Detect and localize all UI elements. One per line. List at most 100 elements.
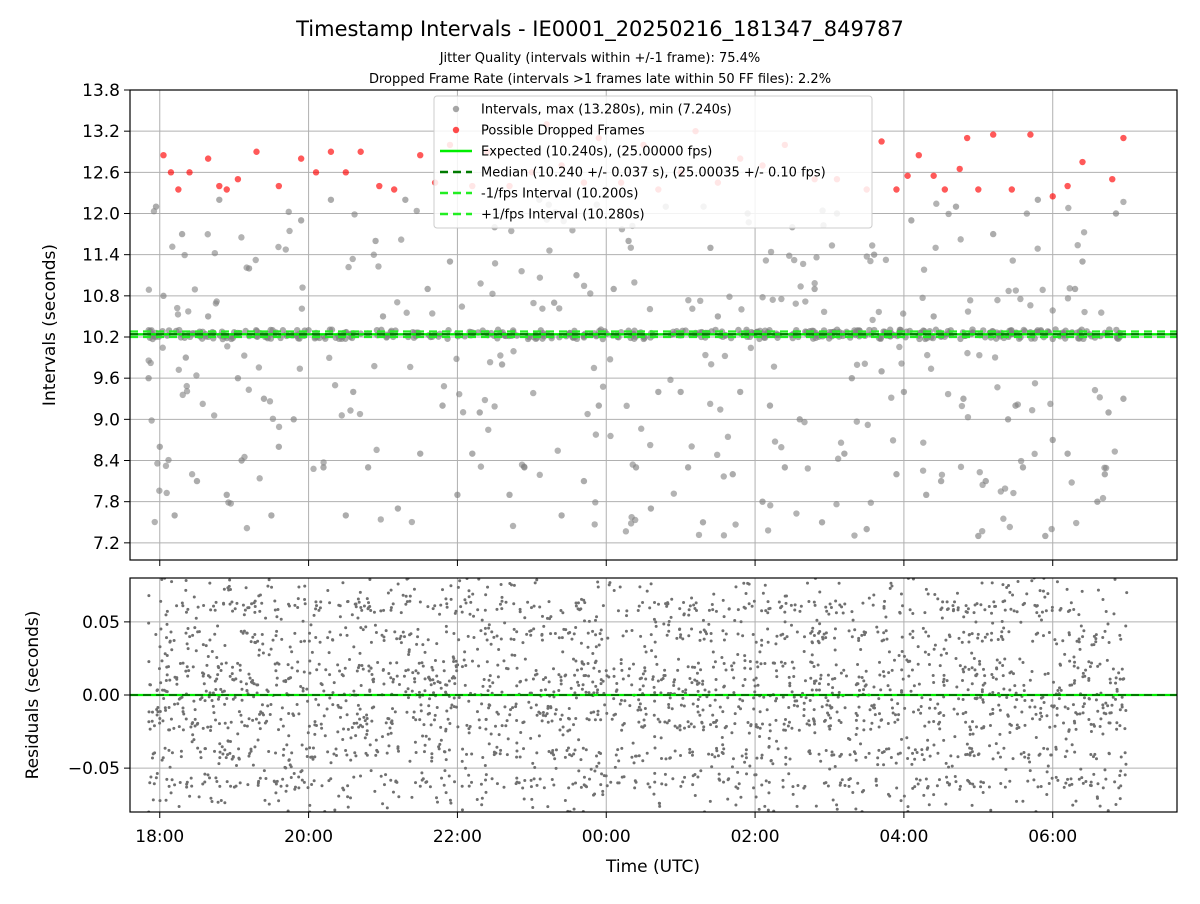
residual-point (994, 604, 998, 608)
interval-point (1006, 523, 1014, 531)
residual-point (193, 724, 197, 728)
interval-point (766, 402, 774, 409)
residual-point (910, 762, 914, 766)
residual-point (160, 659, 164, 663)
interval-point (867, 499, 875, 506)
residual-point (739, 795, 743, 799)
interval-point (509, 522, 517, 530)
residual-point (169, 791, 173, 795)
residual-point (938, 664, 942, 668)
residual-point (253, 605, 257, 609)
residual-point (535, 751, 539, 755)
residual-point (428, 697, 432, 701)
interval-point (349, 255, 356, 263)
residual-point (942, 673, 946, 677)
residual-point (973, 603, 977, 607)
residual-point (212, 711, 216, 715)
residual-point (155, 772, 159, 776)
interval-point (546, 247, 553, 254)
residual-point (678, 724, 682, 728)
residual-point (267, 749, 271, 753)
residual-point (412, 587, 416, 591)
residual-point (811, 626, 815, 630)
residual-point (181, 710, 185, 714)
residual-point (758, 710, 762, 714)
residual-point (498, 602, 502, 606)
residual-point (824, 605, 828, 609)
residual-point (696, 704, 700, 708)
residual-point (554, 748, 558, 752)
residual-point (348, 796, 352, 800)
residual-point (549, 632, 553, 636)
residual-point (643, 724, 647, 728)
residual-point (559, 679, 563, 683)
residual-point (1106, 809, 1110, 812)
x-axis-label: Time (UTC) (605, 857, 700, 877)
residual-point (754, 723, 758, 727)
residual-point (233, 695, 237, 699)
residual-point (774, 642, 778, 646)
residual-point (161, 756, 165, 760)
residual-point (673, 678, 677, 682)
residual-point (1020, 710, 1024, 714)
residual-point (721, 598, 725, 602)
residual-point (169, 717, 173, 721)
residual-point (1118, 774, 1122, 778)
residual-point (185, 785, 189, 789)
residual-point (443, 769, 447, 773)
residual-point (700, 720, 704, 724)
residual-point (654, 620, 658, 624)
residual-point (314, 724, 318, 728)
interval-point (342, 512, 349, 519)
residual-point (698, 630, 702, 634)
residual-point (213, 749, 217, 753)
residual-point (404, 690, 408, 694)
residual-point (155, 713, 159, 717)
residual-point (547, 680, 551, 684)
residual-point (334, 747, 338, 751)
residual-point (911, 786, 915, 790)
interval-point (347, 407, 354, 414)
residual-point (1113, 578, 1117, 581)
residual-point (322, 689, 326, 693)
residual-point (709, 639, 713, 643)
residual-point (1014, 691, 1018, 695)
residual-point (430, 756, 434, 760)
residual-point (328, 696, 332, 700)
interval-point (453, 355, 460, 363)
interval-point (486, 358, 494, 366)
residual-point (1106, 704, 1110, 708)
interval-point (243, 524, 251, 532)
residual-point (620, 746, 624, 750)
residual-point (862, 679, 866, 683)
residual-point (682, 612, 686, 616)
residual-point (287, 602, 291, 606)
residual-point (266, 584, 270, 588)
residual-point (209, 608, 213, 612)
residual-point (228, 578, 232, 582)
residual-point (652, 713, 656, 717)
chart-subtitle-dropped: Dropped Frame Rate (intervals >1 frames … (369, 72, 831, 87)
residual-point (528, 629, 532, 633)
residual-point (1066, 609, 1070, 613)
residual-point (153, 751, 157, 755)
residual-point (230, 672, 234, 676)
residual-point (228, 751, 232, 755)
residual-point (368, 743, 372, 747)
residual-point (463, 650, 467, 654)
residual-point (163, 706, 167, 710)
residual-point (711, 608, 715, 612)
residual-point (1093, 752, 1097, 756)
residual-point (524, 678, 528, 682)
interval-point (402, 196, 409, 203)
residual-point (882, 763, 886, 767)
residual-point (180, 601, 184, 605)
residual-point (302, 670, 306, 674)
interval-point (413, 207, 420, 215)
residual-point (714, 688, 718, 692)
residual-point (352, 689, 356, 693)
residual-point (413, 680, 417, 684)
residual-point (980, 688, 984, 692)
residual-point (1104, 701, 1108, 705)
residual-point (574, 625, 578, 629)
